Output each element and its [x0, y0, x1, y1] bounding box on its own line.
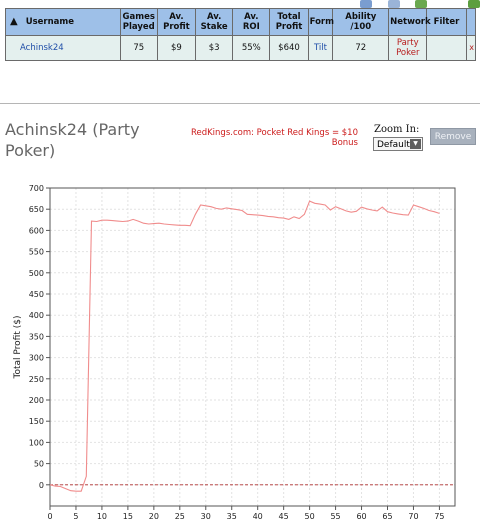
col-empty — [465, 8, 477, 36]
y-tick-label: 300 — [29, 354, 44, 363]
x-tick-label: 60 — [356, 512, 366, 519]
y-tick-label: 400 — [29, 311, 44, 320]
x-tick-label: 20 — [149, 512, 159, 519]
y-tick-label: 650 — [29, 205, 44, 214]
y-tick-label: 350 — [29, 332, 44, 341]
arrow-up-icon: ▲ — [10, 16, 18, 27]
col-filter[interactable]: Filter — [426, 8, 467, 36]
cell-av-roi: 55% — [232, 35, 271, 61]
expand-icon[interactable] — [468, 0, 480, 8]
x-tick-label: 0 — [47, 512, 52, 519]
zoom-label: Zoom In: — [374, 124, 420, 135]
ad-link[interactable]: RedKings.com: Pocket Red Kings = $10 Bon… — [190, 128, 358, 148]
col-av-profit[interactable]: Av. Profit — [156, 8, 197, 36]
y-tick-label: 250 — [29, 375, 44, 384]
y-ticks: 0 50 100 150 200 250 300 350 400 450 500 550 600 650 7… — [29, 184, 50, 490]
cell-filter — [426, 35, 467, 61]
y-tick-label: 700 — [29, 184, 44, 193]
divider — [0, 103, 480, 104]
print-icon[interactable] — [360, 0, 372, 8]
col-ability[interactable]: Ability /100 — [332, 8, 390, 36]
zoom-select[interactable]: Default ▼ — [373, 137, 423, 151]
x-tick-label: 5 — [73, 512, 78, 519]
x-ticks: 0 5 10 15 20 25 30 35 40 45 50 55 60 65 70 75 — [47, 506, 445, 519]
x-tick-label: 35 — [227, 512, 237, 519]
x-tick-label: 50 — [305, 512, 315, 519]
y-tick-label: 100 — [29, 438, 44, 447]
zoom-selected-value: Default — [377, 140, 410, 150]
player-title: Achinsk24 (Party Poker) — [5, 120, 140, 160]
cell-network[interactable]: Party Poker — [388, 35, 428, 61]
y-tick-label: 600 — [29, 226, 44, 235]
y-tick-label: 550 — [29, 248, 44, 257]
y-tick-label: 500 — [29, 269, 44, 278]
y-tick-label: 0 — [39, 481, 44, 490]
y-tick-label: 200 — [29, 396, 44, 405]
col-total-profit[interactable]: Total Profit — [269, 8, 309, 36]
refresh-icon[interactable] — [415, 0, 427, 8]
series-line — [49, 200, 440, 492]
col-games-played[interactable]: Games Played — [119, 8, 158, 36]
x-tick-label: 75 — [434, 512, 444, 519]
x-tick-label: 10 — [97, 512, 107, 519]
cell-form[interactable]: Tilt — [307, 35, 334, 61]
chart-frame — [49, 187, 456, 507]
x-tick-label: 55 — [330, 512, 340, 519]
cell-username[interactable]: Achinsk24 — [5, 35, 121, 61]
y-tick-label: 50 — [34, 460, 44, 469]
chart-grid — [49, 187, 455, 506]
toolbar — [360, 0, 480, 10]
x-tick-label: 30 — [201, 512, 211, 519]
x-tick-label: 70 — [408, 512, 418, 519]
x-tick-label: 45 — [279, 512, 289, 519]
table-header-row: ▲ Username Games Played Av. Profit Av. St… — [5, 8, 477, 36]
x-tick-label: 40 — [253, 512, 263, 519]
col-username-label: Username — [25, 17, 75, 27]
remove-row-link[interactable]: x — [465, 35, 477, 61]
col-form[interactable]: Form — [307, 8, 334, 36]
table-row: Achinsk24 75 $9 $3 55% $640 Tilt 72 Part… — [5, 35, 477, 61]
y-tick-label: 150 — [29, 417, 44, 426]
x-tick-label: 15 — [123, 512, 133, 519]
cell-total-profit: $640 — [269, 35, 309, 61]
stats-table: ▲ Username Games Played Av. Profit Av. St… — [5, 8, 477, 61]
chevron-down-icon[interactable]: ▼ — [410, 139, 421, 149]
cell-games-played: 75 — [119, 35, 158, 61]
x-tick-label: 25 — [175, 512, 185, 519]
y-tick-label: 450 — [29, 290, 44, 299]
col-username[interactable]: ▲ Username — [5, 8, 121, 36]
col-network[interactable]: Network — [388, 8, 431, 36]
col-av-roi[interactable]: Av. ROI — [232, 8, 271, 36]
cell-ability: 72 — [332, 35, 390, 61]
col-av-stake[interactable]: Av. Stake — [195, 8, 234, 36]
save-icon[interactable] — [388, 0, 400, 8]
y-axis-label: Total Profit ($) — [13, 316, 23, 380]
cell-av-profit: $9 — [156, 35, 197, 61]
remove-button[interactable]: Remove — [430, 128, 476, 145]
x-tick-label: 65 — [382, 512, 392, 519]
cell-av-stake: $3 — [195, 35, 234, 61]
profit-chart: 0501001502002503003504004505005506006507… — [13, 184, 456, 519]
